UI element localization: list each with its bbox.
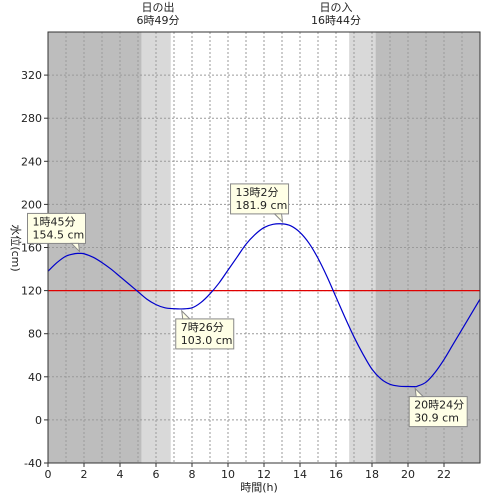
callout-box — [230, 183, 290, 215]
callout-pointer — [273, 213, 284, 224]
x-tick-label: 2 — [81, 468, 88, 481]
sunset-title: 日の入 — [320, 1, 353, 14]
callout-box — [27, 212, 86, 244]
callout-box — [175, 318, 235, 350]
x-tick-label: 22 — [437, 468, 451, 481]
callout-box — [408, 396, 468, 428]
callout-time: 20時24分 — [414, 399, 464, 412]
night-shade-morning — [48, 32, 142, 463]
y-tick-label: 120 — [21, 285, 42, 298]
axes: 0 2 4 6 8 10 12 14 16 18 20 22-40040801201602002402… — [21, 31, 481, 481]
callout-pointer — [70, 242, 81, 253]
y-tick-label: 160 — [21, 242, 42, 255]
y-tick-label: 280 — [21, 112, 42, 125]
callout-time: 1時45分 — [33, 215, 76, 228]
x-tick-label: 20 — [401, 468, 415, 481]
callout-pointer — [181, 309, 191, 320]
sunrise-title: 日の出 — [142, 0, 175, 14]
y-axis-label: 水位(cm) — [9, 224, 23, 271]
y-tick-label: 240 — [21, 155, 42, 168]
callout-level: 30.9 cm — [414, 412, 459, 425]
x-tick-label: 14 — [293, 468, 307, 481]
x-tick-label: 12 — [257, 468, 271, 481]
x-tick-label: 0 — [45, 468, 52, 481]
sunrise-time: 6時49分 — [137, 14, 180, 27]
x-tick-label: 4 — [117, 468, 124, 481]
x-axis-label: 時間(h) — [240, 481, 278, 494]
x-tick-label: 10 — [221, 468, 235, 481]
x-tick-label: 18 — [365, 468, 379, 481]
y-tick-label: -40 — [24, 457, 42, 470]
y-tick-label: 40 — [28, 371, 42, 384]
tide-series — [47, 223, 481, 388]
x-tick-label: 8 — [189, 468, 196, 481]
y-tick-label: 320 — [21, 69, 42, 82]
callout-level: 181.9 cm — [236, 199, 288, 212]
callout-time: 13時2分 — [236, 186, 279, 199]
y-tick-label: 200 — [21, 198, 42, 211]
callout-pointer — [414, 387, 425, 398]
y-tick-label: 80 — [28, 328, 42, 341]
callout-level: 103.0 cm — [181, 334, 233, 347]
y-tick-label: 0 — [35, 414, 42, 427]
callout-level: 154.5 cm — [33, 228, 85, 241]
callout-time: 7時26分 — [181, 321, 224, 334]
x-tick-label: 6 — [153, 468, 160, 481]
x-tick-label: 16 — [329, 468, 343, 481]
tide-line — [47, 223, 481, 388]
sunset-time: 16時44分 — [311, 14, 361, 27]
